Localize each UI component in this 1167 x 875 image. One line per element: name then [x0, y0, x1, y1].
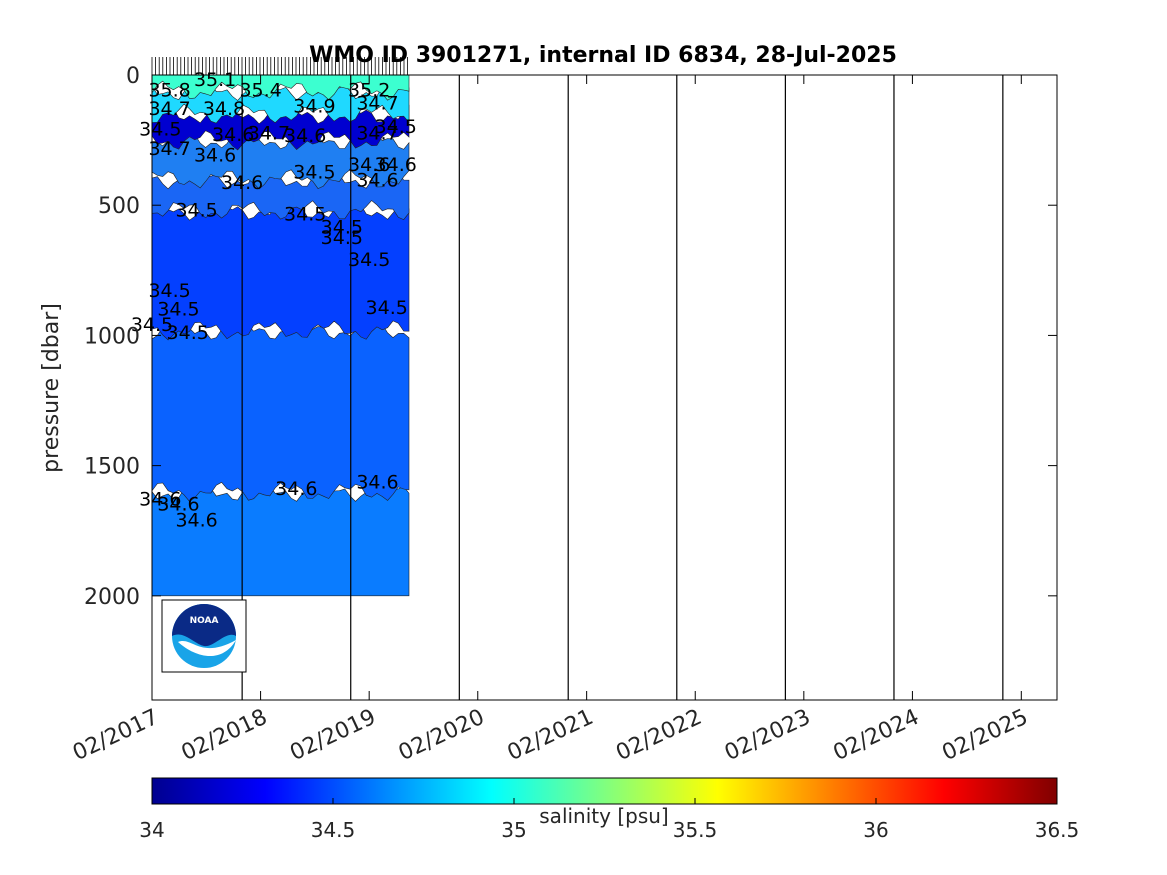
- colorbar-tick-label: 34: [139, 818, 164, 842]
- x-tick-label: 02/2021: [504, 705, 597, 766]
- contour-label: 34.5: [148, 280, 190, 302]
- contour-label: 34.6: [212, 124, 254, 146]
- logo-upper-half: [172, 604, 236, 647]
- x-tick-label: 02/2022: [612, 705, 705, 766]
- contour-label: 34.5: [157, 298, 199, 320]
- contour-label: 34.6: [157, 494, 199, 516]
- y-axis-label: pressure [dbar]: [39, 303, 64, 473]
- contour-label: 34.7: [248, 123, 290, 145]
- contour-label: 34.8: [203, 98, 245, 120]
- contour-label: 34.5: [321, 227, 363, 249]
- contour-label: 34.5: [284, 203, 326, 225]
- plot-frame: [151, 74, 1058, 701]
- contour-label: 34.7: [356, 93, 398, 115]
- contour-label: 34.5: [321, 216, 363, 238]
- contour-label: 34.6: [348, 154, 390, 176]
- contour-label: 34.6: [139, 489, 181, 511]
- salinity-layer: [152, 200, 410, 341]
- colorbar-ticks: 34 34.5 35 35.5 36 36.5: [139, 798, 1079, 842]
- colorbar: [151, 777, 1058, 805]
- colorbar-tick-label: 34.5: [311, 818, 356, 842]
- contour-label: 34.7: [148, 98, 190, 120]
- colorbar-tick-label: 36: [863, 818, 888, 842]
- contour-label: 34.5: [167, 322, 209, 344]
- colorbar-tick-label: 36.5: [1035, 818, 1080, 842]
- x-tick-label: 02/2018: [178, 705, 271, 766]
- x-tick-label: 02/2024: [830, 705, 923, 766]
- contour-label: 34.6: [375, 154, 417, 176]
- noaa-logo: NOAA: [161, 599, 247, 673]
- x-tick-label: 02/2025: [938, 705, 1031, 766]
- contour-label: 34.6: [284, 125, 326, 147]
- y-tick-label: 1500: [84, 455, 140, 480]
- colorbar-tick-label: 35: [501, 818, 526, 842]
- contour-label: 35.2: [348, 80, 390, 102]
- salinity-layer: [152, 481, 410, 597]
- year-divider-lines: [241, 75, 1004, 700]
- profile-tick-marks: [151, 57, 409, 75]
- colorbar-label: salinity [psu]: [539, 804, 668, 828]
- y-axis: 0 500 1000 1500 2000: [84, 64, 1057, 610]
- contour-label: 35.4: [239, 80, 281, 102]
- contour-label: 34.9: [293, 95, 335, 117]
- contour-label: 34.5: [139, 119, 181, 141]
- contour-label: 34.6: [356, 170, 398, 192]
- y-tick-label: 1000: [84, 324, 140, 349]
- contour-label: 34.6: [175, 509, 217, 531]
- chart-title: WMO ID 3901271, internal ID 6834, 28-Jul…: [309, 43, 897, 68]
- salinity-section: [152, 75, 410, 597]
- salinity-layer: [152, 75, 410, 101]
- contour-label: 34.6: [356, 472, 398, 494]
- logo-text: NOAA: [190, 616, 219, 626]
- x-tick-label: 02/2017: [69, 705, 162, 766]
- salinity-layer: [152, 80, 410, 124]
- contour-label: 34.5: [366, 297, 408, 319]
- contour-label: 34.5: [375, 116, 417, 138]
- contour-label: 34.5: [348, 249, 390, 271]
- salinity-layer: [152, 169, 410, 220]
- contour-label: 34.6: [221, 172, 263, 194]
- contour-label: 35.8: [148, 80, 190, 102]
- seagull-icon: [178, 640, 236, 657]
- contour-label: 35.1: [194, 69, 236, 91]
- contour-labels: 35.8 35.1 35.4 35.234.7 34.8 34.9 34.734.5 34.6…: [131, 69, 417, 531]
- contour-label: 34.7: [356, 123, 398, 145]
- contour-label: 34.7: [148, 138, 190, 160]
- y-tick-label: 0: [126, 64, 140, 89]
- contour-label: 34.5: [175, 199, 217, 221]
- y-tick-label: 500: [98, 194, 140, 219]
- y-tick-label: 2000: [84, 585, 140, 610]
- contour-label: 34.5: [293, 162, 335, 184]
- x-tick-label: 02/2020: [395, 705, 488, 766]
- contour-label: 34.6: [275, 478, 317, 500]
- x-tick-label: 02/2019: [286, 705, 379, 766]
- contour-label: 34.6: [194, 145, 236, 167]
- colorbar-tick-label: 35.5: [673, 818, 718, 842]
- x-tick-label: 02/2023: [721, 705, 814, 766]
